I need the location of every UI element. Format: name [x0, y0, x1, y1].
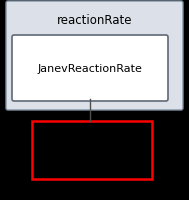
Text: JanevReactionRate: JanevReactionRate — [38, 64, 143, 74]
FancyBboxPatch shape — [6, 2, 183, 110]
FancyBboxPatch shape — [12, 36, 168, 101]
Text: reactionRate: reactionRate — [57, 13, 132, 26]
Bar — [32, 121, 152, 179]
